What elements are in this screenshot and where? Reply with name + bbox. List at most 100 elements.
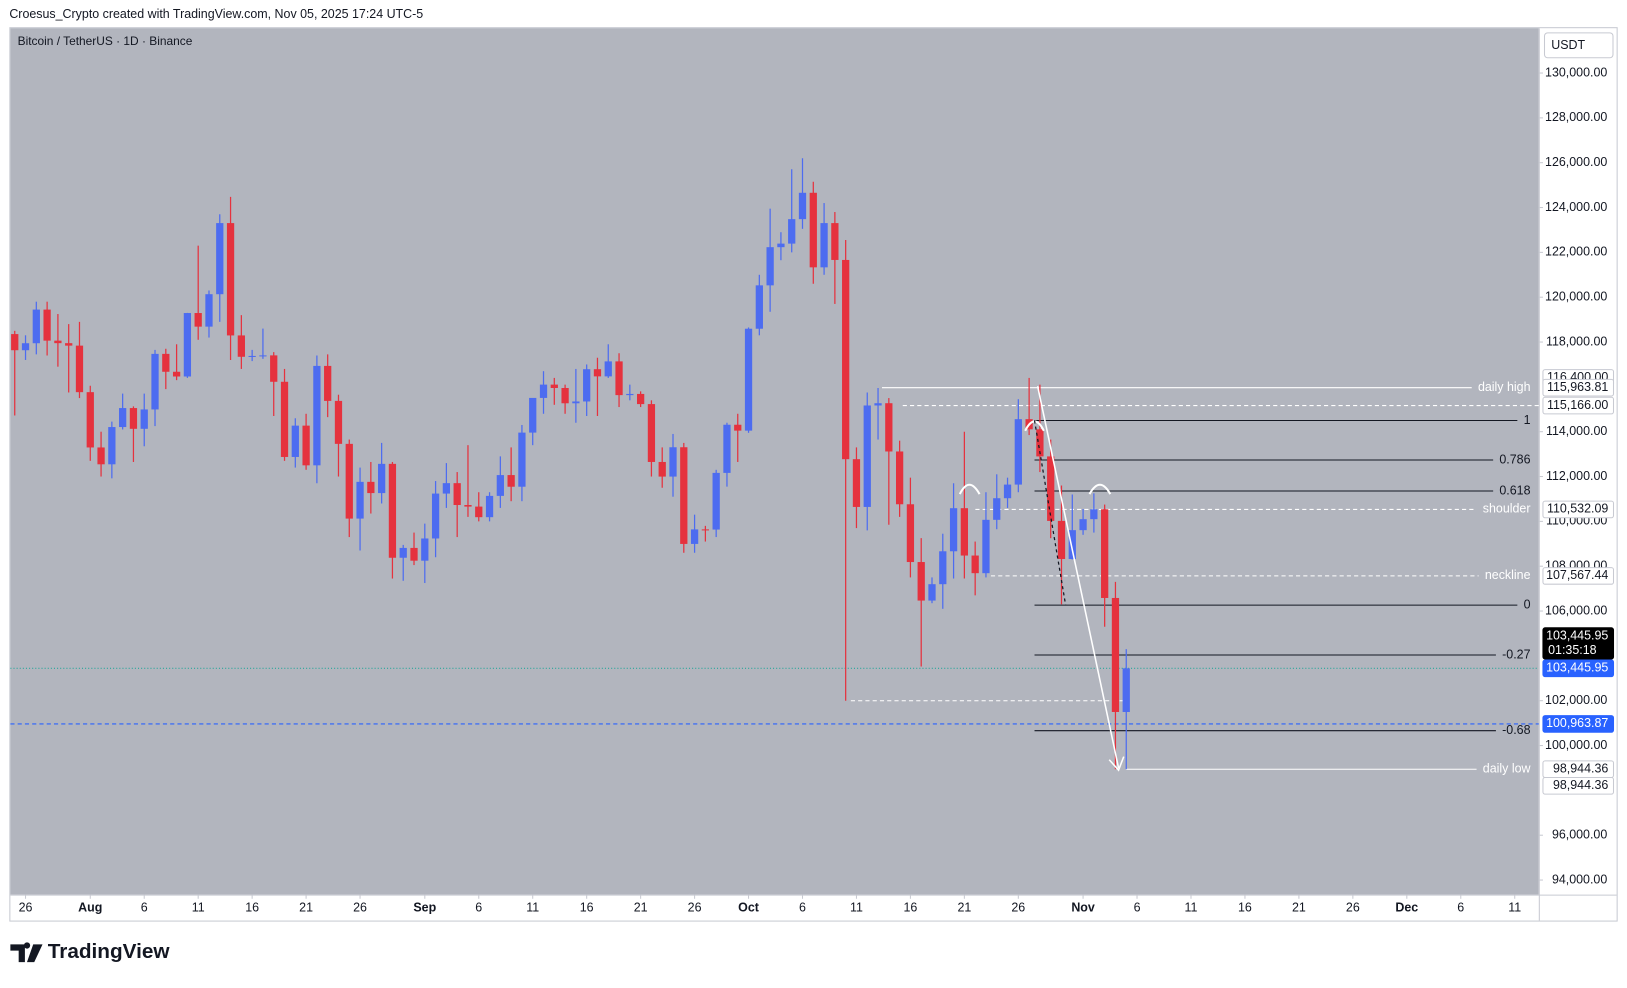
level-label: 0	[1524, 597, 1531, 611]
candle-body	[1122, 668, 1130, 712]
x-tick-label: 6	[799, 900, 806, 914]
level-label: -0.68	[1502, 723, 1530, 737]
countdown: 01:35:18	[1548, 643, 1596, 657]
candle-body	[690, 529, 699, 544]
candle-body	[1068, 530, 1076, 559]
candle-body	[356, 481, 364, 519]
candle-body	[529, 397, 537, 433]
x-tick-label: Dec	[1395, 900, 1418, 914]
candle-body	[863, 405, 871, 507]
candle-body	[75, 345, 84, 393]
candle-body	[615, 361, 623, 396]
y-tick-label: 100,000.00	[1545, 738, 1607, 752]
candle-body	[755, 285, 763, 329]
level-label: daily high	[1478, 380, 1531, 394]
price-tag	[1542, 396, 1615, 415]
y-tick-label: 128,000.00	[1545, 110, 1607, 124]
y-tick-label: 122,000.00	[1545, 245, 1607, 259]
x-tick-label: 11	[1185, 900, 1198, 914]
currency: USDT	[1551, 38, 1585, 52]
candle-body	[831, 223, 839, 260]
projection-arrow	[1036, 386, 1125, 772]
x-tick-label: 6	[141, 900, 148, 914]
price-tag-label: 107,567.44	[1546, 568, 1608, 582]
y-tick-label: 130,000.00	[1545, 65, 1607, 79]
x-tick-label: 21	[299, 900, 313, 914]
candle-body	[453, 483, 461, 506]
level-label: 1	[1524, 413, 1531, 427]
candle-body	[1090, 509, 1098, 520]
x-tick-label: 26	[1346, 900, 1360, 914]
candle-body	[43, 309, 51, 341]
candle-body	[259, 355, 267, 357]
x-tick-label: 21	[957, 900, 971, 914]
y-tick-label: 94,000.00	[1552, 872, 1607, 886]
candle-body	[1047, 456, 1055, 521]
candle-body	[626, 393, 634, 396]
shoulder-arc	[1088, 483, 1112, 495]
candle-body	[507, 475, 515, 487]
x-tick-label: 21	[634, 900, 648, 914]
candle-body	[604, 361, 612, 377]
tradingview-logo	[10, 942, 43, 963]
candle-body	[777, 243, 785, 248]
candle-body	[636, 393, 645, 405]
layer: daily high 1 0.786 0.618 shoulder neckline 0 -0…	[10, 380, 1539, 775]
x-tick-label: 26	[19, 900, 33, 914]
candle-body	[734, 424, 742, 431]
candle-body	[1079, 519, 1087, 531]
candle-body	[1014, 419, 1022, 485]
candle-body	[11, 334, 19, 351]
candle-body	[917, 562, 925, 601]
candle-body	[194, 313, 202, 327]
price-tag	[1542, 659, 1615, 678]
candle-body	[712, 472, 720, 530]
candle-body	[270, 355, 278, 382]
x-tick-label: 26	[1011, 900, 1025, 914]
candle-body	[388, 463, 397, 558]
candle-body	[119, 408, 127, 428]
candle-body	[852, 459, 861, 507]
candle-body	[183, 313, 192, 377]
level-label: 0.618	[1499, 483, 1530, 497]
layer: 130,000.00 128,000.00 126,000.00 124,000.00…	[19, 65, 1615, 914]
level-label: 0.786	[1499, 452, 1530, 466]
candle-body	[1036, 429, 1044, 457]
candle-body	[658, 461, 666, 477]
x-tick-label: 26	[688, 900, 702, 914]
x-tick-label: 6	[475, 900, 482, 914]
candle-body	[960, 508, 969, 556]
price-tag-label: 115,166.00	[1547, 398, 1608, 412]
y-tick-label: 114,000.00	[1546, 424, 1607, 438]
candle-body	[302, 425, 310, 466]
price-tag-label: 100,963.87	[1546, 716, 1608, 730]
price-tag-label: 115,963.81	[1547, 380, 1608, 394]
candle-body	[842, 259, 850, 460]
x-tick-label: 11	[1508, 900, 1521, 914]
level-label: shoulder	[1483, 502, 1531, 516]
candle-body	[216, 223, 224, 295]
y-tick-label: 118,000.00	[1546, 334, 1607, 348]
x-tick-label: Oct	[738, 900, 759, 914]
candle-body	[539, 384, 548, 398]
currency-box[interactable]	[1543, 32, 1614, 59]
x-tick-label: Nov	[1071, 900, 1095, 914]
level-label: -0.27	[1502, 647, 1530, 661]
candle-body	[237, 335, 245, 357]
candle-body	[1003, 484, 1012, 499]
y-tick-label: 124,000.00	[1545, 200, 1607, 214]
candle-body	[485, 495, 494, 518]
candle-body	[399, 547, 407, 558]
candle-body	[928, 584, 936, 601]
candle-body	[744, 328, 753, 431]
x-tick-label: 16	[580, 900, 594, 914]
price-tag	[1542, 715, 1615, 733]
x-tick-label: 6	[1457, 900, 1464, 914]
candle-body	[65, 343, 73, 346]
candle-body	[982, 519, 990, 574]
candle-body	[895, 451, 904, 505]
candle-body	[1101, 509, 1109, 598]
candle-body	[766, 247, 774, 286]
candle-body	[378, 463, 386, 494]
y-tick-label: 126,000.00	[1545, 155, 1607, 169]
